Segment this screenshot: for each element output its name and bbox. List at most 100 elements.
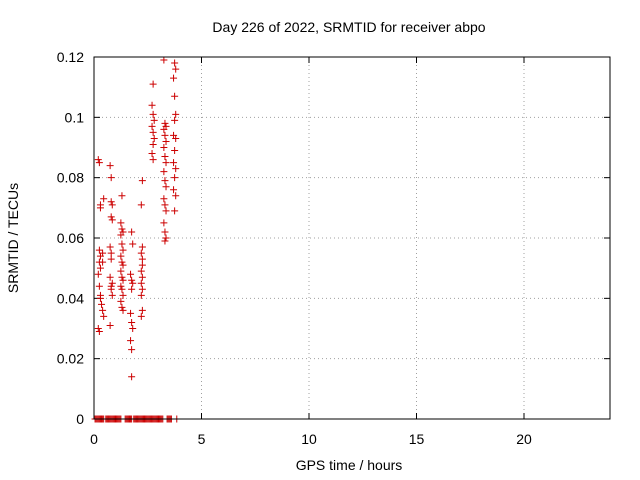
data-point: [98, 300, 106, 308]
chart-title: Day 226 of 2022, SRMTID for receiver abp…: [212, 19, 485, 35]
data-point: [107, 213, 115, 221]
data-point: [117, 282, 125, 290]
data-point: [170, 186, 178, 194]
data-point: [108, 291, 116, 299]
data-point: [107, 198, 115, 206]
y-axis-label: SRMTID / TECUs: [5, 183, 21, 293]
data-point: [138, 285, 146, 293]
data-point: [94, 270, 102, 278]
data-point: [99, 306, 107, 314]
data-point: [117, 297, 125, 305]
plot-frame: [93, 56, 611, 420]
data-point: [161, 237, 169, 245]
data-point: [95, 328, 103, 336]
data-point: [107, 255, 115, 263]
data-point: [162, 159, 170, 167]
data-point: [162, 137, 170, 145]
data-point: [119, 261, 127, 269]
data-point: [161, 153, 169, 161]
data-point: [96, 264, 104, 272]
data-point: [137, 249, 145, 257]
data-point: [149, 80, 157, 88]
y-tick-label: 0.04: [57, 290, 84, 306]
data-point: [118, 258, 126, 266]
data-point: [107, 285, 115, 293]
data-point: [99, 258, 107, 266]
data-point: [129, 279, 137, 287]
data-point: [95, 159, 103, 167]
x-tick-label: 5: [198, 431, 206, 447]
x-tick-label: 10: [301, 431, 317, 447]
data-point: [160, 219, 168, 227]
data-point: [118, 192, 126, 200]
data-point: [119, 276, 127, 284]
y-tick-label: 0.02: [57, 351, 84, 367]
data-point: [117, 219, 125, 227]
data-point: [138, 306, 146, 314]
data-point: [108, 216, 116, 224]
data-point: [138, 261, 146, 269]
data-point: [150, 116, 158, 124]
data-point: [128, 373, 136, 381]
data-point: [117, 267, 125, 275]
data-point: [127, 270, 135, 278]
data-point: [172, 192, 180, 200]
data-point: [160, 168, 168, 176]
x-tick-label: 0: [90, 431, 98, 447]
data-point: [118, 240, 126, 248]
data-point: [95, 246, 103, 254]
data-point: [118, 285, 126, 293]
data-point: [106, 321, 114, 329]
x-tick-label: 20: [516, 431, 532, 447]
data-point: [138, 255, 146, 263]
data-point: [128, 285, 136, 293]
data-point: [100, 312, 108, 320]
data-point: [160, 195, 168, 203]
data-point: [128, 276, 136, 284]
data-point: [162, 234, 170, 242]
data-point: [106, 162, 114, 170]
data-point: [138, 273, 146, 281]
data-point: [117, 252, 125, 260]
data-point: [137, 267, 145, 275]
data-point: [119, 246, 127, 254]
data-point: [171, 116, 179, 124]
data-point: [161, 228, 169, 236]
data-point: [138, 177, 146, 185]
data-point: [127, 309, 135, 317]
data-point: [106, 243, 114, 251]
data-point: [118, 303, 126, 311]
y-tick-label: 0.1: [65, 109, 85, 125]
y-tick-label: 0: [76, 411, 84, 427]
data-point: [137, 291, 145, 299]
data-point: [149, 128, 157, 136]
y-tick-label: 0.12: [57, 49, 84, 65]
data-point: [129, 325, 137, 332]
data-point: [160, 125, 168, 133]
data-point: [161, 131, 169, 139]
data-point: [172, 165, 180, 173]
data-point: [171, 174, 179, 182]
data-point: [149, 110, 157, 118]
data-point: [161, 201, 169, 209]
data-point: [128, 228, 136, 236]
data-point: [149, 140, 157, 148]
x-tick-label: 15: [409, 431, 425, 447]
data-point: [137, 279, 145, 287]
data-point: [162, 207, 170, 215]
data-point: [129, 240, 137, 248]
data-point: [107, 174, 115, 182]
data-point: [99, 249, 107, 257]
axis-ticks: 0 0.02 0.04 0.06 0.08 0.1 0.12 0 5 10 15 20: [57, 49, 610, 447]
data-point: [96, 294, 104, 302]
data-point: [94, 156, 102, 164]
data-point: [170, 159, 178, 167]
y-tick-label: 0.06: [57, 230, 84, 246]
data-point: [149, 156, 157, 164]
data-point: [108, 279, 116, 287]
data-point: [170, 74, 178, 82]
data-point: [171, 59, 179, 67]
data-point: [128, 318, 136, 326]
grid: [94, 57, 610, 419]
